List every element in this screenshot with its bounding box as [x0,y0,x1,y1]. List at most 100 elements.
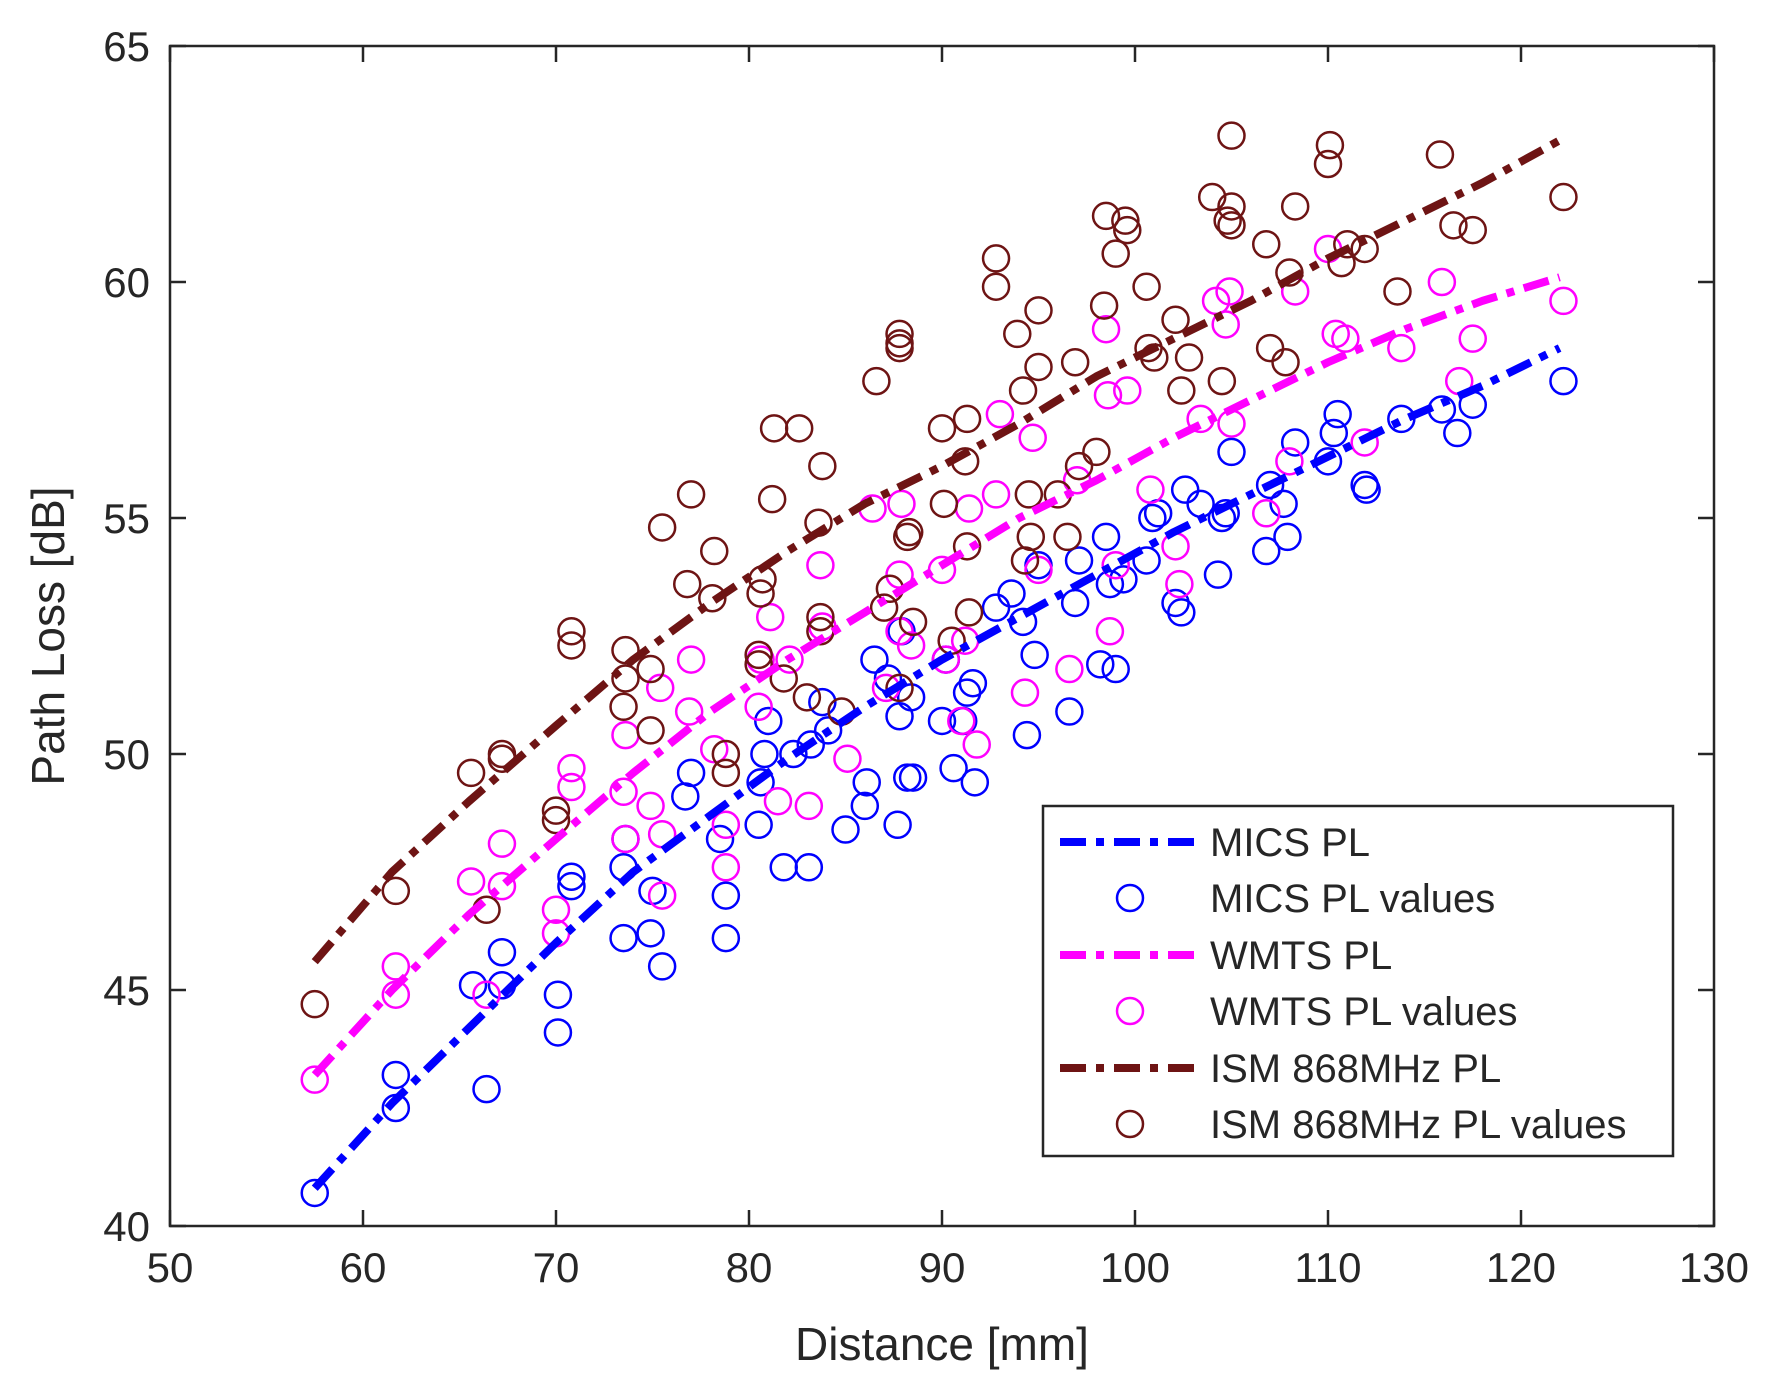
data-point [894,517,924,547]
data-point [1132,272,1161,301]
data-point [1549,286,1578,316]
data-point [775,645,804,674]
legend-label-mics-line: MICS PL [1210,821,1370,865]
data-point [954,598,984,627]
data-point [557,753,586,783]
data-point [711,810,741,840]
data-point [381,952,411,981]
data-point [541,805,571,835]
data-point [1012,720,1042,750]
data-point [885,329,914,358]
data-point [981,480,1011,509]
data-point [300,989,329,1019]
data-point [1275,447,1304,476]
data-point [952,404,982,434]
data-point [541,895,571,925]
y-tick-label: 55 [103,495,150,542]
x-tick-label: 60 [340,1244,387,1291]
data-point [833,744,862,773]
data-point [1323,399,1352,429]
data-point [1350,428,1379,457]
data-point [557,871,586,901]
legend-label-wmts-line: WMTS PL [1210,934,1392,978]
data-point [981,272,1011,301]
data-point [543,1018,573,1047]
x-axis-label: Distance [mm] [795,1318,1089,1370]
data-point [1024,296,1053,325]
data-point [1064,546,1094,575]
data-point [806,602,835,632]
y-tick-label: 45 [103,967,150,1014]
data-point [1211,499,1240,528]
data-point [1255,333,1285,363]
data-point [472,1074,501,1104]
series-5-points [300,121,1578,1019]
data-point [674,697,704,726]
data-point [1010,678,1040,707]
data-point [1383,277,1412,306]
data-point [611,824,640,854]
x-tick-label: 50 [147,1244,194,1291]
data-point [1458,324,1487,353]
data-point [1273,522,1302,552]
data-point [647,513,677,542]
data-point [700,536,729,566]
data-point [1458,215,1487,245]
data-point [1024,352,1053,382]
data-point [808,451,837,481]
data-point [300,1065,329,1094]
x-tick-label: 80 [726,1244,773,1291]
data-point [1174,343,1204,372]
data-point [543,980,573,1009]
data-point [381,876,411,906]
y-tick-label: 50 [103,731,150,778]
data-point [1315,130,1345,160]
data-point [487,871,517,901]
data-point [1167,598,1196,627]
data-point [609,692,638,722]
data-point [557,862,586,891]
data-point [1014,480,1044,509]
data-point [1018,423,1047,453]
data-point [1213,206,1242,235]
data-point [487,829,517,858]
data-point [1217,437,1246,467]
data-point [1443,418,1472,448]
data-point [1113,215,1142,245]
series-0-fit-line [311,344,1562,1191]
data-point [1095,617,1125,646]
data-point [1111,206,1140,235]
data-point [1251,536,1281,566]
data-point [796,730,826,759]
data-point [1251,229,1281,259]
y-tick-label: 65 [103,23,150,70]
data-point [711,758,741,788]
data-point [1269,489,1298,519]
data-point [939,753,968,783]
data-point [1091,201,1121,231]
data-point [647,881,677,910]
data-point [711,923,741,953]
plot-marks [300,121,1578,1208]
data-point [1170,475,1200,504]
data-point [1008,376,1038,405]
data-point [676,758,706,788]
data-point [636,654,665,684]
data-point [750,739,779,769]
legend-box [1041,804,1675,1158]
legend-label-ism-points: ISM 868MHz PL values [1210,1103,1626,1147]
data-point [1165,569,1194,599]
data-point [487,739,517,769]
data-point [1093,381,1123,410]
data-point [636,716,665,745]
legend-swatch-wmts-points [1115,996,1145,1026]
data-point [381,1060,411,1090]
data-point [1425,140,1455,169]
data-point [744,692,773,722]
data-point [1280,428,1310,457]
data-point [869,593,899,622]
data-point [754,706,783,736]
data-point [1053,522,1082,552]
data-point [1255,470,1285,500]
legend-swatch-mics-points [1115,883,1145,913]
